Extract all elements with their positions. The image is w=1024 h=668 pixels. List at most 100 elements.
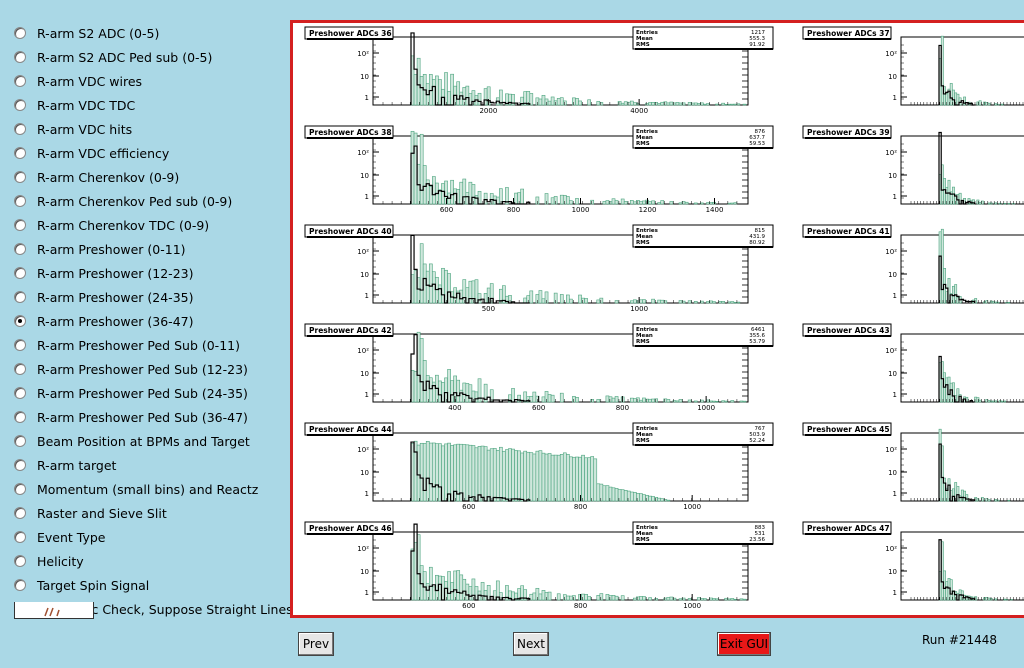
radio-option[interactable]: R-arm S2 ADC (0-5): [14, 23, 159, 43]
radio-icon[interactable]: [14, 123, 26, 135]
radio-option[interactable]: R-arm VDC wires: [14, 71, 142, 91]
radio-option[interactable]: R-arm S2 ADC Ped sub (0-5): [14, 47, 212, 67]
hist-bin: [998, 202, 1002, 205]
hist-bin: [456, 81, 461, 106]
thumbnail-preview[interactable]: [14, 602, 94, 619]
x-tick-label: 1000: [683, 602, 701, 610]
radio-icon[interactable]: [14, 291, 26, 303]
radio-option[interactable]: R-arm VDC hits: [14, 119, 132, 139]
radio-option[interactable]: Helicity: [14, 551, 84, 571]
hist-bin: [672, 597, 677, 601]
hist-bin: [681, 102, 686, 106]
radio-icon[interactable]: [14, 507, 26, 519]
hist-bin: [639, 299, 643, 304]
hist-bin: [651, 496, 655, 502]
x-tick-label: 600: [532, 404, 545, 412]
radio-selected-icon[interactable]: [14, 315, 26, 327]
radio-icon[interactable]: [14, 387, 26, 399]
radio-label: Raster and Sieve Slit: [37, 505, 167, 521]
radio-icon[interactable]: [14, 411, 26, 423]
radio-icon[interactable]: [14, 459, 26, 471]
prev-button[interactable]: Prev: [298, 632, 334, 656]
radio-option[interactable]: R-arm Preshower (12-23): [14, 263, 193, 283]
radio-icon[interactable]: [14, 243, 26, 255]
hist-line-series: [410, 234, 530, 304]
radio-icon[interactable]: [14, 555, 26, 567]
radio-icon[interactable]: [14, 219, 26, 231]
radio-option[interactable]: R-arm Cherenkov TDC (0-9): [14, 215, 209, 235]
radio-icon[interactable]: [14, 147, 26, 159]
hist-bin: [633, 597, 637, 601]
hist-bin: [477, 92, 482, 106]
hist-bin: [596, 483, 601, 502]
radio-icon[interactable]: [14, 267, 26, 279]
radio-option[interactable]: R-arm Cherenkov (0-9): [14, 167, 179, 187]
radio-option[interactable]: R-arm Preshower Ped Sub (24-35): [14, 383, 248, 403]
hist-fill-series: [410, 55, 747, 106]
hist-bin: [669, 201, 674, 205]
radio-icon[interactable]: [14, 483, 26, 495]
hist-bin: [639, 493, 643, 502]
next-button[interactable]: Next: [513, 632, 549, 656]
x-tick-label: 1000: [572, 206, 590, 214]
hist-bin: [529, 452, 534, 502]
radio-icon[interactable]: [14, 435, 26, 447]
radio-icon[interactable]: [14, 339, 26, 351]
y-tick-label: 10: [888, 469, 897, 477]
stats-label: Entries: [636, 228, 659, 234]
hist-fill-series: [938, 228, 1011, 304]
hist-bin: [447, 442, 451, 502]
hist-bin: [480, 445, 485, 502]
y-tick-label: 10²: [885, 446, 897, 454]
radio-icon[interactable]: [14, 579, 26, 591]
hist-bin: [611, 595, 616, 601]
hist-bin: [569, 456, 573, 502]
radio-icon[interactable]: [14, 75, 26, 87]
radio-icon[interactable]: [14, 99, 26, 111]
radio-icon[interactable]: [14, 51, 26, 63]
histogram-panel: 10²101200Preshower ADCs 47: [802, 521, 1024, 601]
radio-option[interactable]: R-arm Cherenkov Ped sub (0-9): [14, 191, 232, 211]
radio-option[interactable]: Beam Position at BPMs and Target: [14, 431, 250, 451]
radio-option[interactable]: R-arm Preshower Ped Sub (12-23): [14, 359, 248, 379]
hist-bin: [477, 293, 482, 304]
radio-option[interactable]: Raster and Sieve Slit: [14, 503, 167, 523]
radio-icon[interactable]: [14, 531, 26, 543]
hist-bin: [614, 396, 619, 403]
hist-bin: [660, 200, 665, 205]
radio-option[interactable]: R-arm Preshower Ped Sub (36-47): [14, 407, 248, 427]
radio-option[interactable]: R-arm Preshower Ped Sub (0-11): [14, 335, 240, 355]
radio-option[interactable]: R-arm Preshower (36-47): [14, 311, 193, 331]
hist-bin: [471, 184, 476, 205]
radio-option[interactable]: R-arm VDC TDC: [14, 95, 135, 115]
hist-bin: [623, 490, 628, 502]
stats-label: Mean: [636, 234, 653, 240]
hist-bin: [994, 598, 998, 601]
radio-icon[interactable]: [14, 27, 26, 39]
radio-option[interactable]: Momentum (small bins) and Reactz: [14, 479, 258, 499]
radio-icon[interactable]: [14, 363, 26, 375]
hist-bin: [559, 97, 564, 106]
radio-option[interactable]: R-arm target: [14, 455, 116, 475]
hist-bin: [974, 298, 978, 304]
hist-bin: [648, 495, 652, 502]
hist-bin: [617, 489, 622, 502]
y-tick-label: 10: [360, 73, 369, 81]
radio-icon[interactable]: [14, 195, 26, 207]
hist-bin: [736, 103, 741, 106]
hist-bin: [608, 201, 613, 205]
hist-bin: [675, 400, 680, 403]
hist-bin: [994, 202, 998, 205]
exit-gui-button[interactable]: Exit GUI: [717, 632, 771, 656]
radio-option[interactable]: Event Type: [14, 527, 106, 547]
hist-bin: [422, 443, 427, 502]
x-tick-label: 2000: [479, 107, 497, 115]
radio-option[interactable]: Target Spin Signal: [14, 575, 149, 595]
radio-icon[interactable]: [14, 171, 26, 183]
radio-option[interactable]: R-arm Preshower (0-11): [14, 239, 186, 259]
hist-bin: [633, 102, 637, 106]
radio-label: Beam Position at BPMs and Target: [37, 433, 250, 449]
hist-bin: [562, 194, 567, 205]
radio-option[interactable]: R-arm Preshower (24-35): [14, 287, 193, 307]
radio-option[interactable]: R-arm VDC efficiency: [14, 143, 169, 163]
